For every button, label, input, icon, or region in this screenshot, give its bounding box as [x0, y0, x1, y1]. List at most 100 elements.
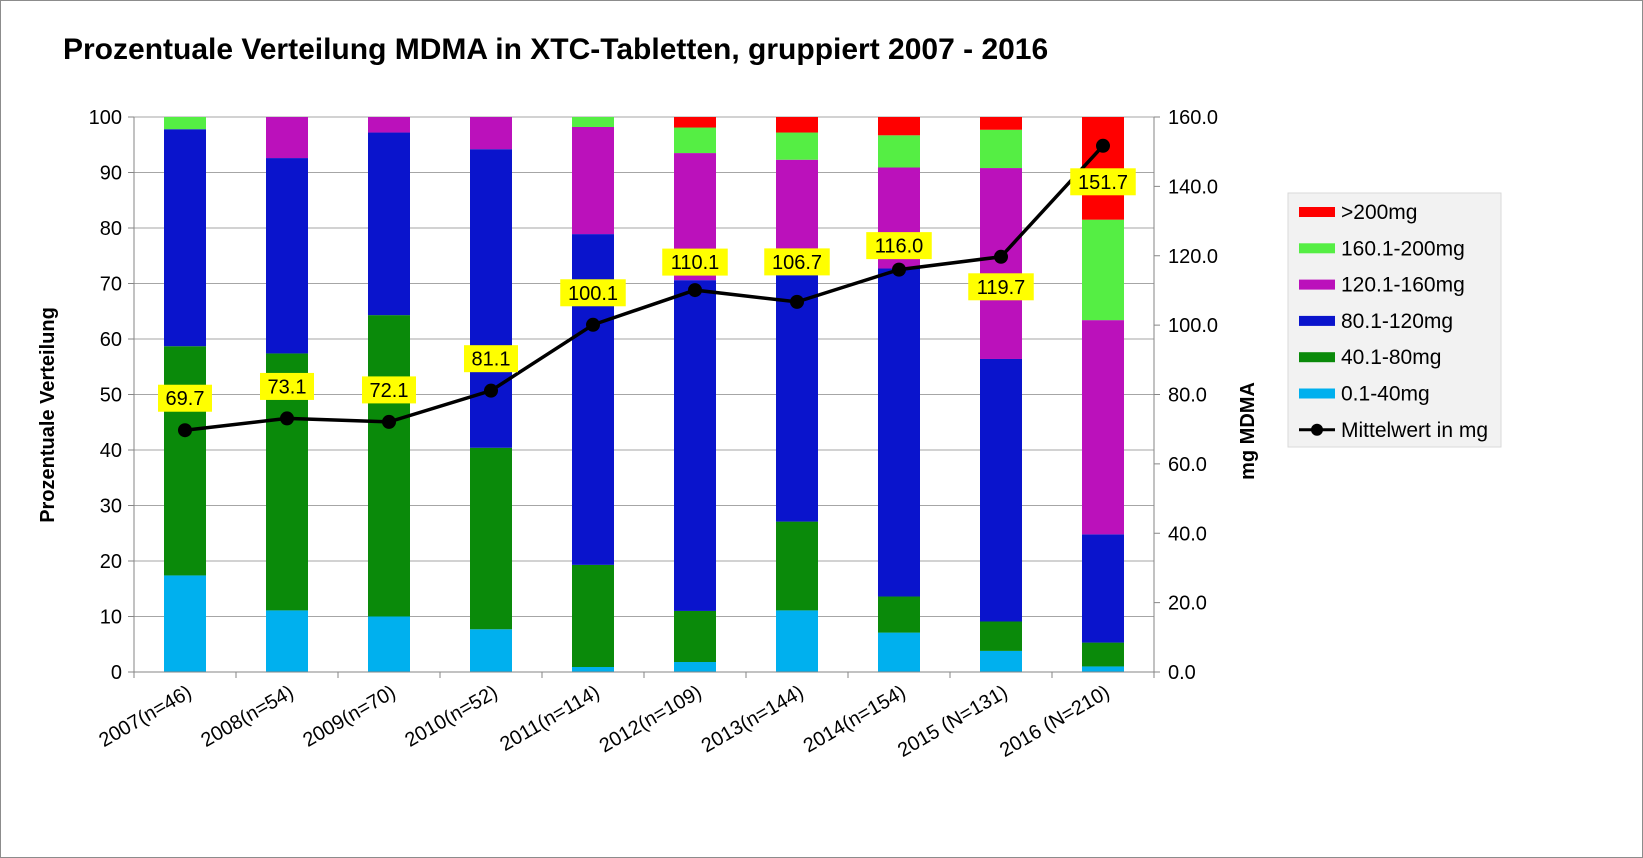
- mean-point: [994, 249, 1008, 264]
- data-label-box: [1070, 168, 1136, 196]
- bar-segment: [980, 358, 1022, 622]
- x-tick-label: 2016 (N=210): [996, 681, 1113, 761]
- bar-segment: [776, 132, 818, 160]
- data-label-box: [764, 248, 830, 276]
- y2-tick-label: 0.0: [1168, 662, 1196, 684]
- data-label: 69.7: [166, 388, 205, 410]
- legend-label: Mittelwert in mg: [1341, 419, 1488, 442]
- mean-point: [688, 283, 702, 298]
- y-tick-label: 30: [100, 496, 122, 518]
- bar-segment: [266, 117, 308, 159]
- bar-segment: [164, 129, 206, 347]
- bar-segment: [572, 117, 614, 127]
- bar-segment: [368, 616, 410, 672]
- bar-segment: [470, 149, 512, 448]
- legend-label: 0.1-40mg: [1341, 383, 1430, 406]
- bar-segment: [470, 447, 512, 630]
- bar-segment: [674, 610, 716, 663]
- bar-segment: [470, 629, 512, 672]
- bar-segment: [776, 610, 818, 672]
- y2-tick-label: 160.0: [1168, 107, 1218, 129]
- x-tick-label: 2013(n=144): [698, 681, 808, 757]
- legend-swatch: [1299, 207, 1335, 217]
- legend-swatch: [1299, 352, 1335, 363]
- legend-label: 160.1-200mg: [1341, 237, 1465, 260]
- data-label-box: [158, 384, 212, 412]
- bar-segment: [368, 315, 410, 617]
- bar-segment: [980, 117, 1022, 130]
- bar-segment: [266, 610, 308, 672]
- bar-segment: [878, 135, 920, 168]
- bar-segment: [980, 621, 1022, 651]
- y2-tick-label: 140.0: [1168, 176, 1218, 198]
- x-tick-label: 2012(n=109): [596, 681, 706, 757]
- bar-segment: [164, 346, 206, 576]
- y2-tick-label: 120.0: [1168, 246, 1218, 268]
- legend-swatch: [1299, 279, 1335, 290]
- bar-segment: [980, 650, 1022, 672]
- legend-label: >200mg: [1341, 201, 1417, 224]
- y-tick-label: 100: [89, 107, 122, 129]
- mean-point: [382, 414, 396, 429]
- y-tick-label: 80: [100, 218, 122, 240]
- x-tick-label: 2007(n=46): [95, 681, 195, 751]
- bar-segment: [1082, 219, 1124, 321]
- bar-segment: [776, 117, 818, 133]
- bar-segment: [878, 268, 920, 597]
- data-label: 116.0: [875, 236, 924, 258]
- data-label: 73.1: [268, 376, 307, 398]
- data-label-box: [362, 376, 416, 404]
- bar-segment: [878, 632, 920, 672]
- x-tick-label: 2010(n=52): [401, 681, 501, 751]
- bar-segment: [164, 117, 206, 130]
- legend-marker: [1311, 423, 1323, 436]
- bar-segment: [674, 280, 716, 611]
- bar-segment: [878, 117, 920, 136]
- data-label: 106.7: [772, 252, 822, 274]
- bar-segment: [266, 158, 308, 354]
- bar-segment: [368, 117, 410, 133]
- bar-segment: [1082, 666, 1124, 672]
- x-tick-label: 2009(n=70): [299, 681, 399, 751]
- data-label: 72.1: [370, 380, 409, 402]
- mean-point: [280, 411, 294, 426]
- bar-segment: [1082, 534, 1124, 643]
- mean-point: [484, 383, 498, 398]
- bar-segment: [980, 129, 1022, 169]
- bars: [164, 117, 1124, 672]
- bar-segment: [878, 596, 920, 633]
- data-label-box: [260, 372, 314, 400]
- mean-line: [178, 138, 1110, 438]
- bar-segment: [674, 117, 716, 128]
- bar-segment: [368, 132, 410, 316]
- bar-segment: [674, 127, 716, 154]
- chart-title: Prozentuale Verteilung MDMA in XTC-Table…: [63, 33, 1048, 66]
- bar-segment: [572, 126, 614, 235]
- bar-segment: [776, 521, 818, 611]
- bar-segment: [1082, 320, 1124, 535]
- data-labels: 69.7 73.1 72.1 81.1 100.1 110.1 106.7 116.0 119.…: [158, 168, 1136, 412]
- data-label: 81.1: [472, 349, 511, 371]
- y-tick-label: 60: [100, 329, 122, 351]
- y-tick-label: 50: [100, 385, 122, 407]
- bar-segment: [572, 667, 614, 672]
- y2-tick-label: 100.0: [1168, 315, 1218, 337]
- bar-segment: [470, 117, 512, 150]
- x-tick-label: 2008(n=54): [197, 681, 297, 751]
- legend-swatch: [1299, 243, 1335, 254]
- y-tick-label: 10: [100, 607, 122, 629]
- mean-point: [586, 317, 600, 332]
- legend-label: 80.1-120mg: [1341, 310, 1453, 333]
- data-label: 100.1: [568, 283, 618, 305]
- legend-swatch: [1299, 315, 1335, 326]
- y-tick-label: 70: [100, 274, 122, 296]
- y2-axis-title: mg MDMA: [1237, 382, 1259, 480]
- y2-tick-label: 60.0: [1168, 454, 1207, 476]
- legend-label: 120.1-160mg: [1341, 274, 1465, 297]
- data-label-box: [866, 232, 932, 260]
- y-tick-label: 40: [100, 440, 122, 462]
- mean-point: [178, 423, 192, 438]
- mean-point: [790, 294, 804, 309]
